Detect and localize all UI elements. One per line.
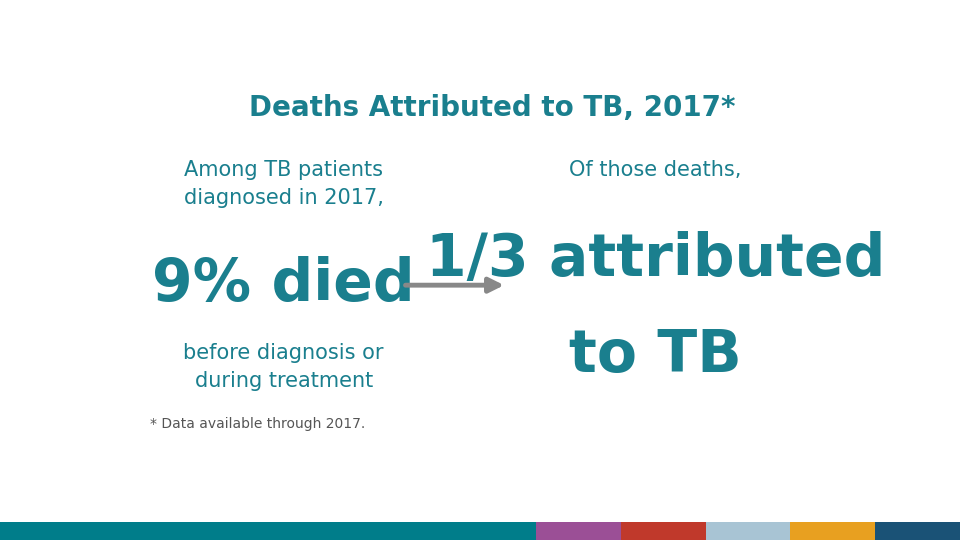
Text: Among TB patients
diagnosed in 2017,: Among TB patients diagnosed in 2017, [183, 160, 384, 208]
Text: 9% died: 9% died [153, 256, 415, 313]
Text: Of those deaths,: Of those deaths, [569, 160, 742, 180]
Text: 1/3 attributed: 1/3 attributed [426, 231, 885, 288]
Text: to TB: to TB [569, 327, 742, 384]
Text: before diagnosis or
during treatment: before diagnosis or during treatment [183, 343, 384, 392]
Text: Deaths Attributed to TB, 2017*: Deaths Attributed to TB, 2017* [249, 94, 735, 122]
Text: * Data available through 2017.: * Data available through 2017. [150, 417, 365, 431]
